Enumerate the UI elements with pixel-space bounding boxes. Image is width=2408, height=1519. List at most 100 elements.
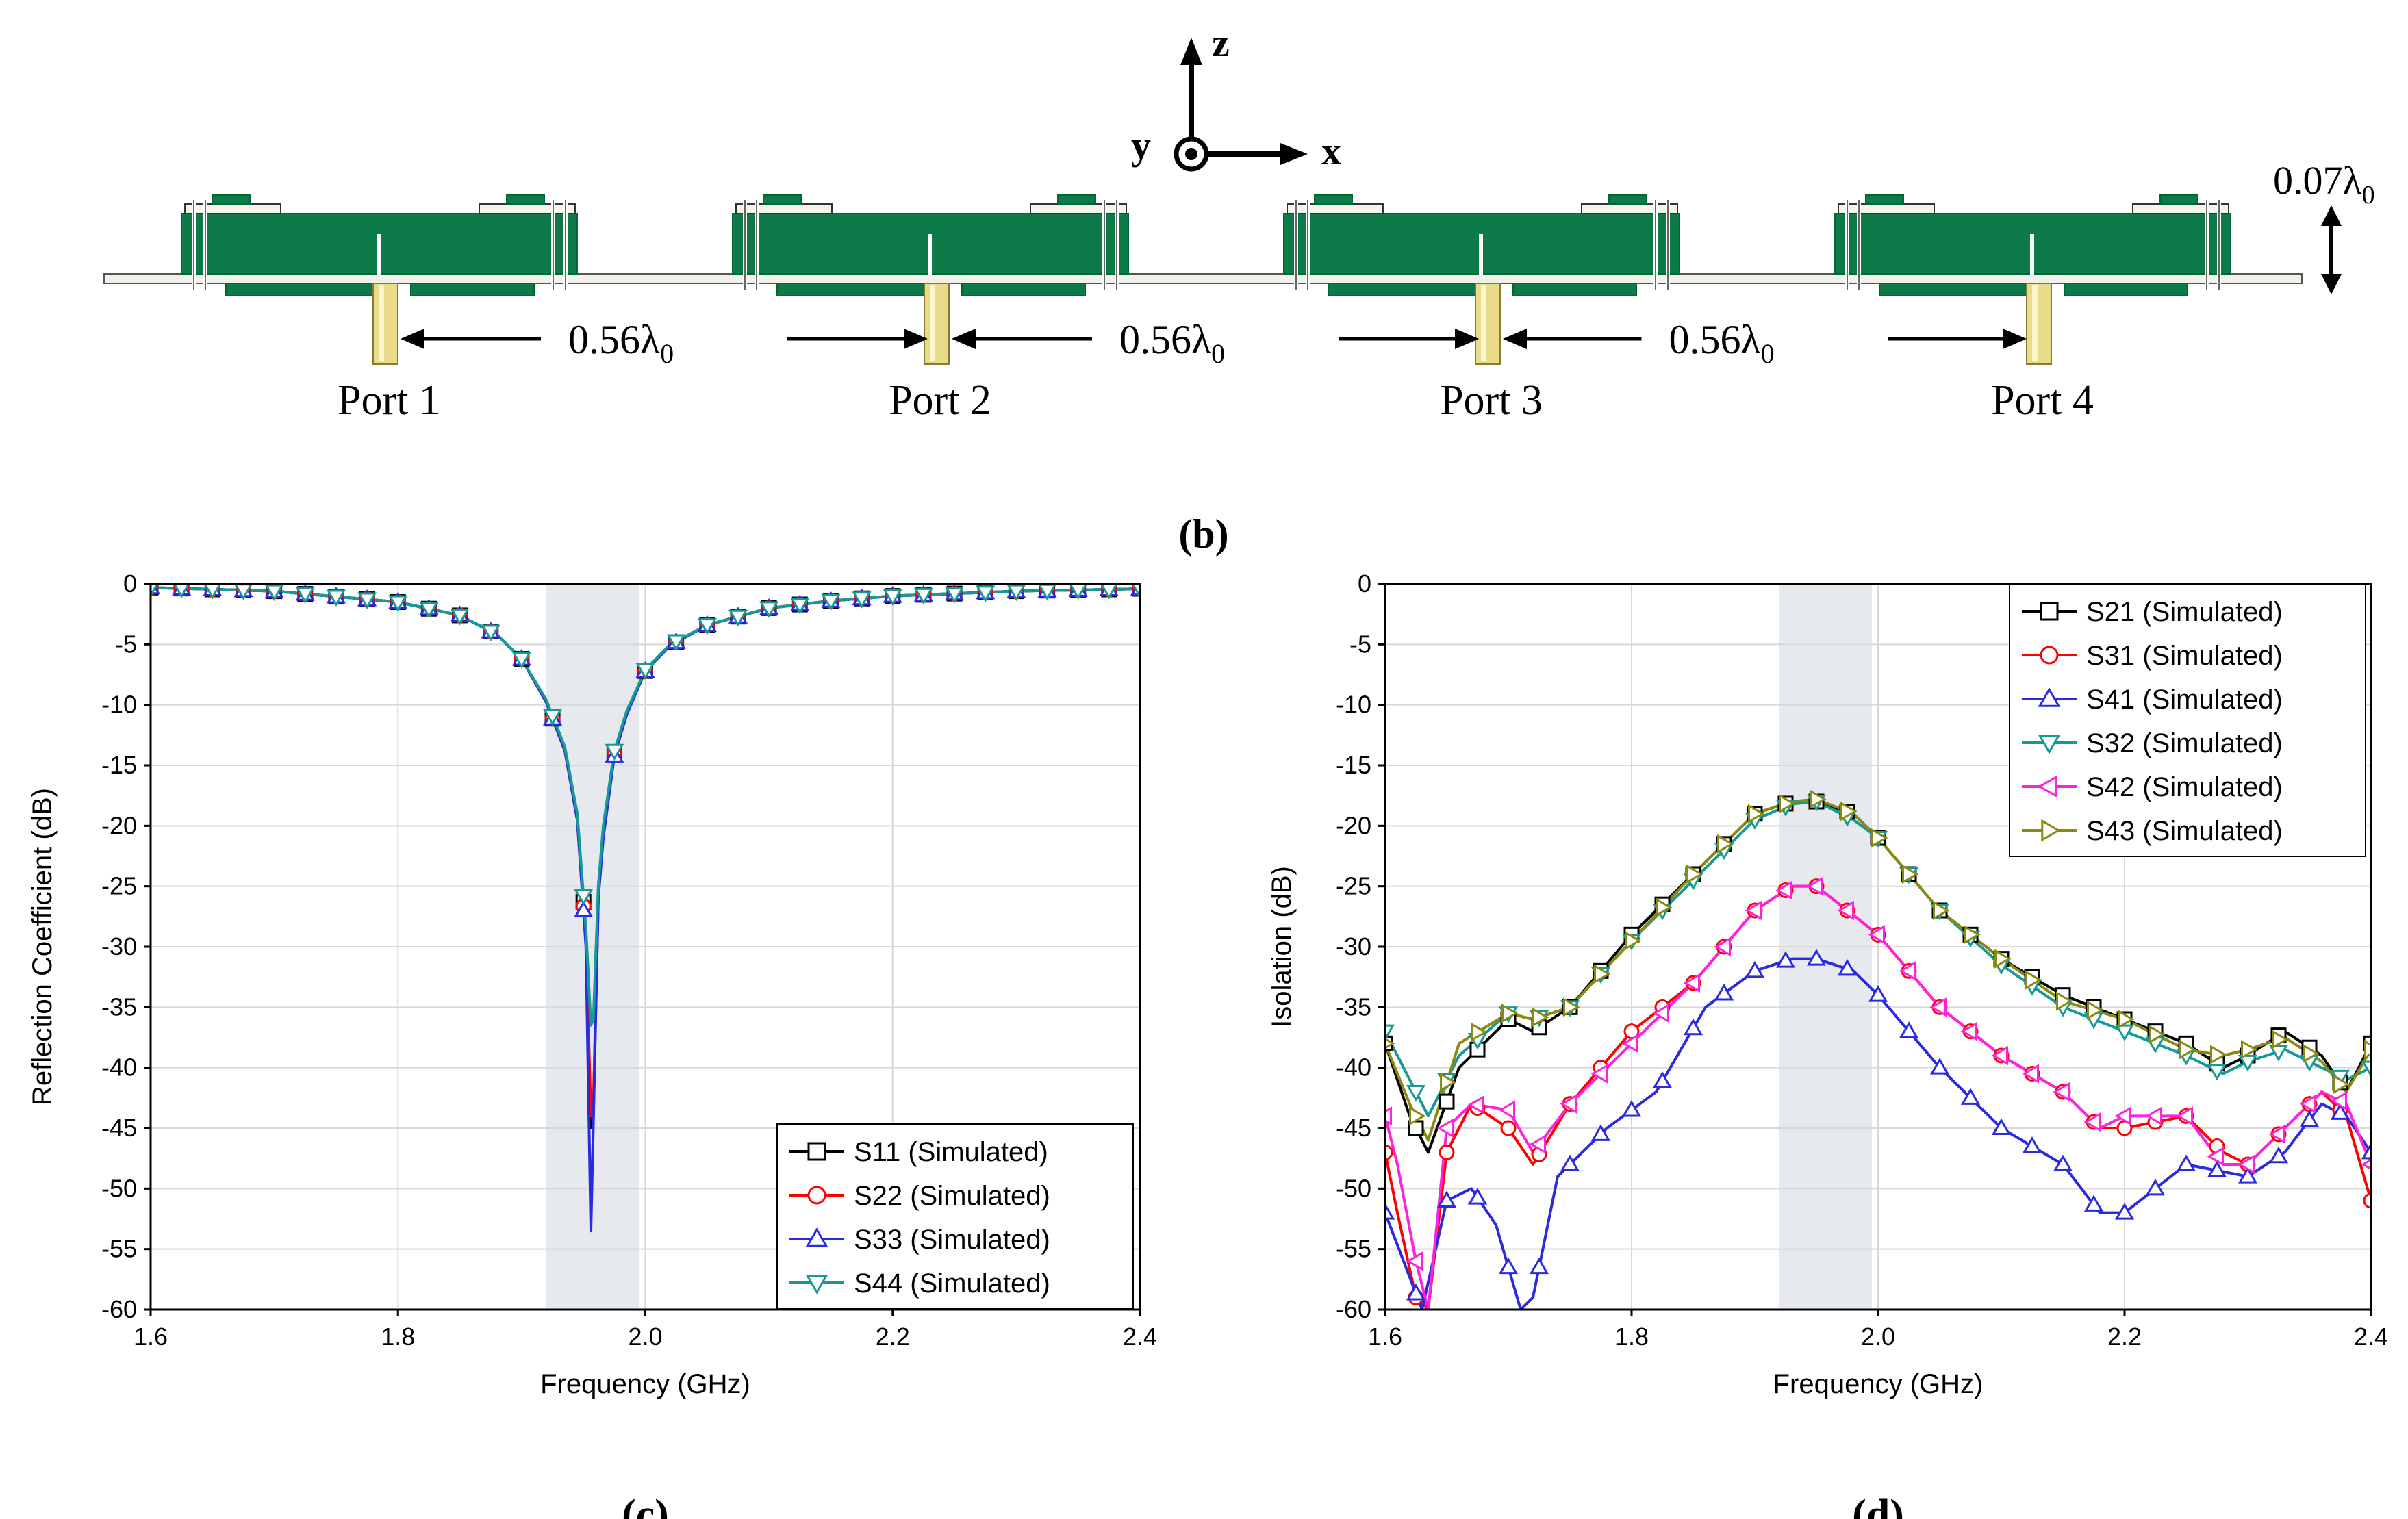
- data-point: [2364, 1040, 2371, 1060]
- legend-item: S42 (Simulated): [2022, 772, 2283, 802]
- spacing-arrows: 0.56λ0 0.56λ0 0.56λ0: [401, 317, 2027, 369]
- data-point: [944, 587, 965, 604]
- x-axis-label: Frequency (GHz): [1773, 1369, 1984, 1399]
- x-axis-label: Frequency (GHz): [540, 1369, 750, 1399]
- legend-label: S41 (Simulated): [2086, 685, 2283, 715]
- data-point: [2022, 1064, 2039, 1084]
- spacing-label: 0.56λ0: [1119, 317, 1225, 369]
- data-point: [1439, 1093, 1455, 1110]
- data-point: [2333, 1074, 2350, 1095]
- legend-label: S32 (Simulated): [2086, 728, 2283, 758]
- axis-z-label: z: [1212, 21, 1230, 65]
- data-point: [1498, 1100, 1515, 1120]
- x-tick-label: 2.2: [2107, 1323, 2142, 1351]
- data-point: [1991, 1118, 2012, 1135]
- data-point: [2330, 1091, 2347, 1111]
- spacing-arrow: 0.56λ0: [952, 317, 1479, 369]
- spacing-label: 0.56λ0: [1669, 317, 1775, 369]
- x-tick-label: 2.0: [1861, 1323, 1895, 1351]
- data-point: [2053, 1082, 2070, 1102]
- data-point: [1683, 1018, 1703, 1036]
- data-point: [1100, 584, 1118, 600]
- data-point: [976, 585, 996, 602]
- data-point: [2038, 775, 2057, 798]
- data-point: [1868, 925, 1885, 945]
- panel-label-b: (b): [1178, 511, 1228, 557]
- spacing-arrow: 0.56λ0: [1503, 317, 2027, 369]
- data-point: [1840, 802, 1858, 821]
- x-tick-label: 1.8: [381, 1323, 415, 1351]
- legend-label: S21 (Simulated): [2086, 597, 2283, 627]
- data-point: [1529, 1134, 1546, 1154]
- data-point: [1532, 1007, 1549, 1027]
- data-point: [2038, 687, 2061, 707]
- y-tick-label: -5: [115, 630, 137, 658]
- data-point: [2179, 1040, 2196, 1060]
- data-point: [2238, 1054, 2258, 1072]
- data-point: [295, 587, 315, 604]
- data-point: [2176, 1154, 2196, 1171]
- port-connector: [924, 283, 950, 365]
- y-tick-label: -30: [101, 932, 137, 960]
- height-label: 0.07λ0: [2273, 158, 2375, 209]
- data-point: [2083, 1195, 2104, 1212]
- data-point: [1837, 900, 1854, 921]
- data-point: [2238, 1154, 2255, 1175]
- data-point: [1560, 1094, 1577, 1114]
- data-point: [2149, 1024, 2166, 1045]
- data-point: [807, 1142, 826, 1161]
- legend-label: S43 (Simulated): [2086, 816, 2283, 846]
- data-point: [2083, 1112, 2101, 1132]
- data-point: [357, 592, 377, 610]
- data-point: [1385, 1203, 1395, 1220]
- y-tick-label: -40: [1336, 1054, 1371, 1082]
- data-point: [1652, 1071, 1673, 1088]
- data-point: [2145, 1106, 2162, 1126]
- legend: S21 (Simulated) S31 (Simulated) S41 (Simul…: [2009, 583, 2366, 857]
- y-tick-label: -45: [1336, 1114, 1371, 1142]
- legend-item: S31 (Simulated): [2022, 641, 2283, 671]
- data-point: [1652, 1004, 1669, 1023]
- panel-label: (d): [1852, 1492, 1904, 1519]
- y-tick-label: -20: [1336, 811, 1371, 839]
- data-point: [1806, 876, 1823, 896]
- data-point: [1994, 949, 2012, 969]
- data-point: [419, 602, 439, 619]
- data-point: [1810, 789, 1827, 809]
- tick-labels: 1.6 1.8 2.0 2.2 2.4 0 -5 -10 -15 -20 -25 -30 -35 -40 -…: [1336, 570, 2388, 1351]
- data-point: [1439, 1144, 1455, 1160]
- data-point: [2025, 970, 2042, 990]
- y-tick-label: -50: [101, 1174, 137, 1202]
- data-point: [2268, 1124, 2285, 1144]
- data-point: [805, 1275, 828, 1294]
- data-point: [2087, 1000, 2104, 1020]
- y-tick-label: 0: [1358, 570, 1371, 598]
- y-tick-label: -55: [101, 1235, 137, 1263]
- data-point: [1871, 828, 1888, 848]
- y-axis-label: Isolation (dB): [1267, 866, 1297, 1027]
- data-point: [1436, 1190, 1457, 1208]
- data-point: [1837, 958, 1858, 976]
- data-point: [2330, 1103, 2350, 1120]
- port-label: Port 3: [1440, 377, 1543, 424]
- data-point: [805, 1227, 828, 1247]
- data-point: [2038, 735, 2061, 754]
- x-tick-label: 2.0: [628, 1323, 662, 1351]
- data-point: [2241, 1040, 2258, 1060]
- x-tick-label: 2.4: [1123, 1323, 1157, 1351]
- data-point: [2114, 1203, 2135, 1220]
- data-point: [2053, 1154, 2073, 1171]
- isolation-chart: 1.6 1.8 2.0 2.2 2.4 0 -5 -10 -15 -20 -25 -30 -35 -40 -…: [1267, 570, 2388, 1519]
- data-point: [542, 709, 563, 726]
- data-point: [388, 595, 408, 613]
- data-point: [2268, 1146, 2289, 1164]
- data-point: [1775, 880, 1792, 900]
- y-tick-label: -20: [101, 811, 137, 839]
- data-point: [728, 609, 748, 627]
- data-point: [605, 743, 624, 761]
- legend-item: S44 (Simulated): [789, 1268, 1050, 1299]
- data-point: [2207, 1147, 2224, 1166]
- port-label: Port 2: [889, 377, 991, 424]
- height-annotation: 0.07λ0: [2273, 158, 2375, 294]
- data-point: [1560, 1154, 1580, 1171]
